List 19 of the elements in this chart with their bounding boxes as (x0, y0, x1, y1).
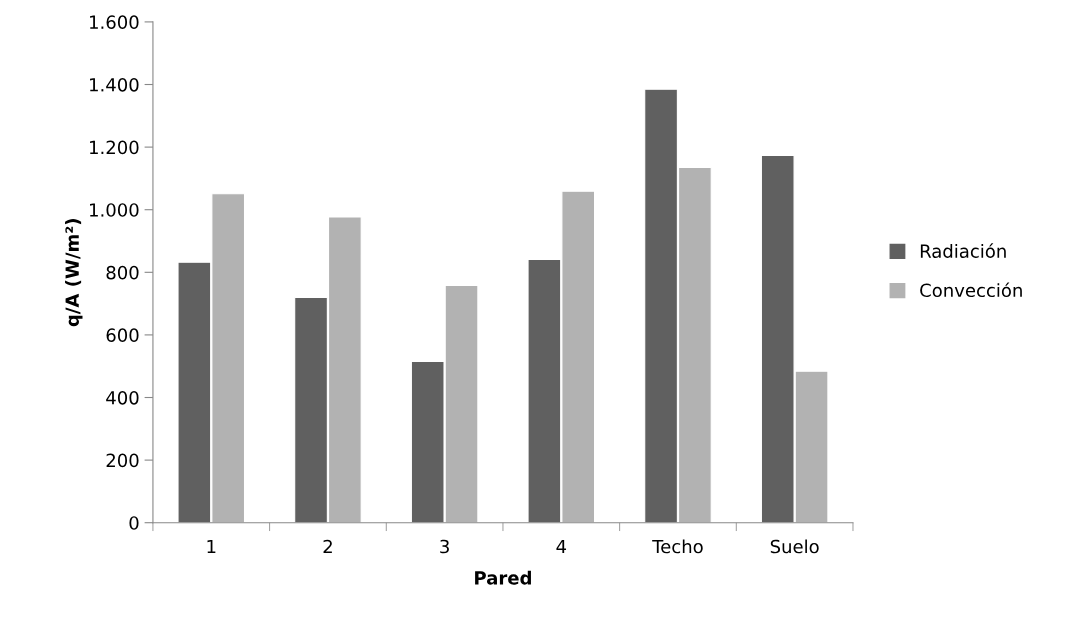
y-tick-label: 1.400 (90, 77, 139, 92)
x-tick-label: 3 (440, 539, 449, 554)
y-tick-label: 600 (106, 328, 139, 343)
x-axis-title: Pared (475, 570, 531, 585)
y-tick-label: 0 (129, 516, 139, 530)
y-tick-label: 1.600 (90, 15, 139, 30)
x-tick-label: Techo (652, 539, 703, 554)
y-tick-label: 200 (106, 453, 139, 468)
y-axis-title: q/A (W/m²) (65, 219, 83, 327)
x-tick-label: 4 (556, 539, 567, 554)
x-tick-label: Suelo (770, 539, 819, 554)
legend-label: Radiación (920, 243, 1006, 258)
legend-label: Convección (920, 282, 1022, 298)
y-tick-label: 800 (106, 265, 139, 280)
y-tick-label: 1.000 (90, 203, 139, 217)
y-tick-label: 400 (106, 390, 139, 405)
x-tick-label: 2 (323, 539, 332, 554)
y-tick-label: 1.200 (90, 140, 139, 155)
x-tick-label: 1 (207, 539, 216, 554)
